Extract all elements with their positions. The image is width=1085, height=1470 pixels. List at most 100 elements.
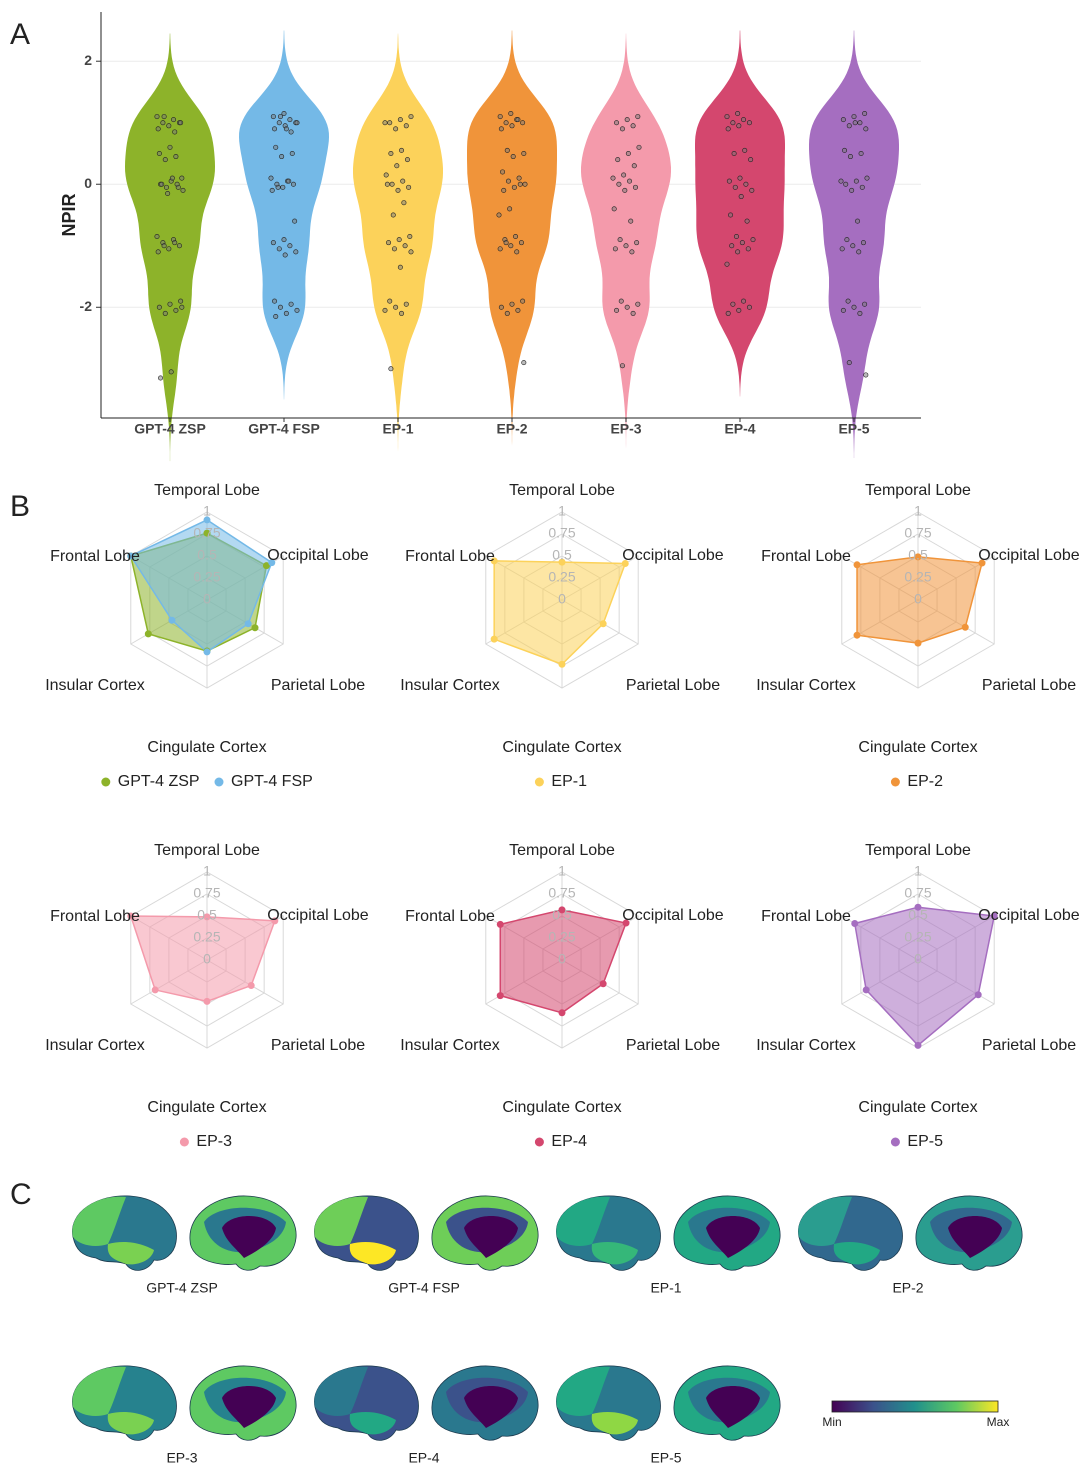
data-point (155, 249, 161, 255)
axis-label: Frontal Lobe (761, 548, 851, 565)
data-point (508, 243, 514, 249)
axis-label: Temporal Lobe (154, 482, 260, 499)
data-point (403, 301, 409, 307)
axis-label: Frontal Lobe (50, 548, 140, 565)
data-point (840, 117, 846, 123)
data-point (863, 126, 869, 132)
brain-label: EP-2 (892, 1280, 923, 1296)
region (222, 1216, 276, 1258)
data-point (635, 301, 641, 307)
data-point (158, 375, 164, 381)
data-point (155, 126, 161, 132)
data-point (621, 172, 627, 178)
data-point (395, 187, 401, 193)
data-point (862, 301, 868, 307)
data-point (388, 366, 394, 372)
data-point (619, 126, 625, 132)
radar-point (622, 919, 630, 927)
r-tick-label: 0 (203, 951, 211, 967)
radar-point (203, 648, 211, 656)
data-point (408, 249, 414, 255)
radar-point (558, 558, 566, 566)
data-point (288, 129, 294, 135)
axis-label: Occipital Lobe (978, 547, 1079, 564)
data-point (625, 150, 631, 156)
data-point (166, 246, 172, 252)
brain-lateral (314, 1365, 419, 1441)
radar-point (144, 630, 152, 638)
axis-label: Insular Cortex (400, 1037, 500, 1054)
data-point (156, 150, 162, 156)
data-point (515, 117, 521, 123)
data-point (282, 252, 288, 258)
data-point (515, 307, 521, 313)
data-point (511, 184, 517, 190)
data-point (732, 184, 738, 190)
region (107, 1412, 154, 1435)
radar-point (247, 982, 255, 990)
data-point (287, 243, 293, 249)
radar-point (914, 639, 922, 647)
r-tick-label: 0.5 (552, 547, 572, 563)
data-point (843, 181, 849, 187)
r-tick-label: 0.5 (908, 907, 928, 923)
data-point (273, 313, 279, 319)
radar-point (203, 516, 211, 524)
legend-marker (890, 777, 900, 787)
axis-label: Parietal Lobe (271, 677, 365, 694)
radar-point (914, 553, 922, 561)
data-point (403, 123, 409, 129)
data-point (744, 218, 750, 224)
legend-marker (534, 1137, 544, 1147)
axis-label: Cingulate Cortex (147, 739, 266, 756)
r-tick-label: 1 (203, 863, 211, 879)
x-tick-label: EP-2 (496, 421, 527, 437)
data-point (387, 298, 393, 304)
data-point (522, 181, 528, 187)
axis-label: Occipital Lobe (622, 907, 723, 924)
data-point (270, 114, 276, 120)
data-point (167, 144, 173, 150)
radar-point (203, 529, 211, 537)
axis-label: Insular Cortex (756, 1037, 856, 1054)
data-point (154, 114, 160, 120)
data-point (293, 249, 299, 255)
data-point (404, 157, 410, 163)
data-point (729, 243, 735, 249)
data-point (858, 150, 864, 156)
radar-point (862, 986, 870, 994)
axis-label: Insular Cortex (45, 1037, 145, 1054)
r-tick-label: 0.25 (904, 569, 931, 585)
data-point (628, 218, 634, 224)
data-point (520, 298, 526, 304)
r-tick-label: 0 (914, 591, 922, 607)
data-point (846, 123, 852, 129)
data-point (737, 175, 743, 181)
radar-point (127, 912, 135, 920)
data-point (513, 234, 519, 240)
violin (353, 33, 443, 452)
data-point (277, 304, 283, 310)
colorbar-min: Min (822, 1415, 841, 1429)
x-tick-label: EP-4 (724, 421, 755, 437)
violin (239, 30, 329, 400)
data-point (386, 240, 392, 246)
data-point (735, 111, 741, 117)
data-point (851, 114, 857, 120)
x-tick-label: EP-3 (610, 421, 641, 437)
data-point (842, 147, 848, 153)
data-point (287, 117, 293, 123)
data-point (750, 237, 756, 243)
brain-medial (431, 1195, 539, 1271)
data-point (728, 212, 734, 218)
data-point (864, 175, 870, 181)
r-tick-label: 0.75 (193, 525, 220, 541)
violin (581, 33, 671, 449)
region (591, 1412, 638, 1435)
data-point (724, 261, 730, 267)
data-point (510, 154, 516, 160)
x-tick-label: EP-1 (382, 421, 413, 437)
data-point (406, 184, 412, 190)
data-point (279, 154, 285, 160)
axis-label: Insular Cortex (45, 677, 145, 694)
